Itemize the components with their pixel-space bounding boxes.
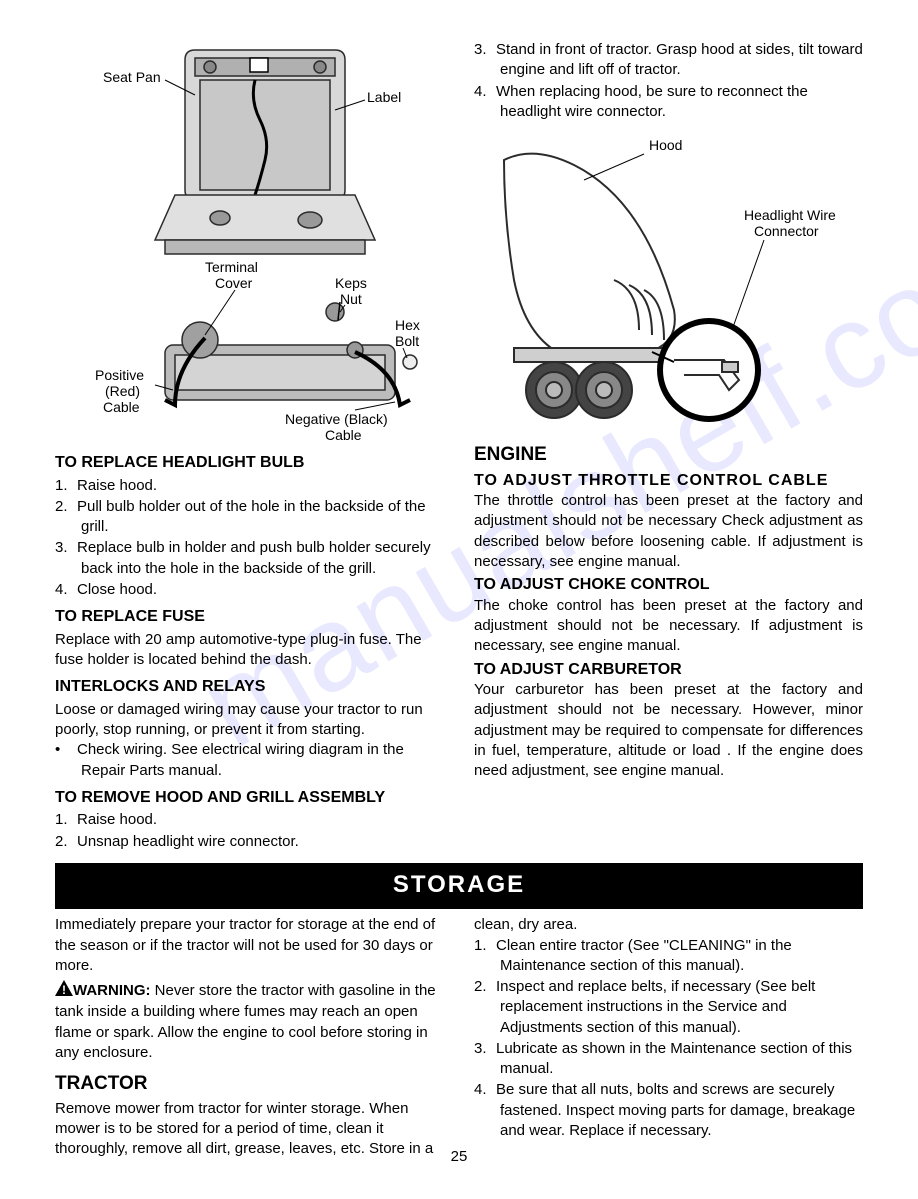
throttle-body: The throttle control has been preset at … [474,491,863,572]
interlocks-title: INTERLOCKS AND RELAYS [55,676,444,698]
storage-left-column: Immediately prepare your tractor for sto… [55,915,444,1159]
throttle-title: TO ADJUST THROTTLE CONTROL CABLE [474,470,863,492]
carburetor-title: TO ADJUST CARBURETOR [474,659,863,681]
warning-icon: ! [55,980,73,1002]
svg-text:Hood: Hood [649,137,682,153]
svg-text:Bolt: Bolt [395,333,419,349]
svg-text:Keps: Keps [335,275,367,291]
svg-text:Hex: Hex [395,317,420,333]
svg-text:(Red): (Red) [105,383,140,399]
svg-text:Nut: Nut [340,291,362,307]
svg-text:Headlight Wire: Headlight Wire [744,207,836,223]
svg-text:Cable: Cable [325,427,362,440]
svg-text:Label: Label [367,89,401,105]
storage-right-column: clean, dry area. 1.Clean entire tractor … [474,915,863,1159]
replace-fuse-title: TO REPLACE FUSE [55,606,444,628]
list-item: 3.Stand in front of tractor. Grasp hood … [474,40,863,81]
interlocks-body: Loose or damaged wiring may cause your t… [55,700,444,741]
list-item: 2.Pull bulb holder out of the hole in th… [55,497,444,538]
list-item: 1.Raise hood. [55,810,444,830]
seat-battery-diagram: Seat Pan Label Terminal Cover Keps Nut H… [55,40,444,440]
choke-title: TO ADJUST CHOKE CONTROL [474,574,863,596]
remove-hood-list: 1.Raise hood. 2.Unsnap headlight wire co… [55,810,444,852]
tractor-body: Remove mower from tractor for winter sto… [55,1099,444,1160]
list-item: 2.Inspect and replace belts, if necessar… [474,977,863,1038]
storage-intro: Immediately prepare your tractor for sto… [55,915,444,976]
carburetor-body: Your carburetor has been preset at the f… [474,680,863,781]
list-item: 3.Lubricate as shown in the Maintenance … [474,1039,863,1080]
svg-text:Negative (Black): Negative (Black) [285,411,388,427]
list-item: 1.Clean entire tractor (See "CLEANING" i… [474,936,863,977]
svg-text:Cover: Cover [215,275,253,291]
replace-headlight-list: 1.Raise hood. 2.Pull bulb holder out of … [55,476,444,601]
warning-prefix: WARNING: [73,982,151,999]
hood-diagram: Hood Headlight Wire Connector [474,130,863,430]
svg-text:Connector: Connector [754,223,819,239]
storage-header: STORAGE [55,863,863,909]
choke-body: The choke control has been preset at the… [474,596,863,657]
replace-fuse-body: Replace with 20 amp automotive-type plug… [55,630,444,671]
list-item: 1.Raise hood. [55,476,444,496]
svg-text:Cable: Cable [103,399,140,415]
interlocks-bullets: Check wiring. See electrical wiring diag… [55,740,444,781]
left-column: Seat Pan Label Terminal Cover Keps Nut H… [55,40,444,853]
list-item: 4.Close hood. [55,580,444,600]
storage-continued: clean, dry area. [474,915,863,935]
svg-text:!: ! [62,983,66,996]
list-item: 3.Replace bulb in holder and push bulb h… [55,538,444,579]
storage-steps: 1.Clean entire tractor (See "CLEANING" i… [474,936,863,1142]
list-item: 4.When replacing hood, be sure to reconn… [474,82,863,123]
svg-text:Seat Pan: Seat Pan [103,69,161,85]
storage-warning: ! WARNING: Never store the tractor with … [55,980,444,1063]
remove-hood-title: TO REMOVE HOOD AND GRILL ASSEMBLY [55,787,444,809]
list-item: Check wiring. See electrical wiring diag… [55,740,444,781]
replace-headlight-title: TO REPLACE HEADLIGHT BULB [55,452,444,474]
svg-text:Terminal: Terminal [205,259,258,275]
right-column: 3.Stand in front of tractor. Grasp hood … [474,40,863,853]
continued-list: 3.Stand in front of tractor. Grasp hood … [474,40,863,122]
svg-text:Positive: Positive [95,367,144,383]
tractor-title: TRACTOR [55,1071,444,1097]
list-item: 4.Be sure that all nuts, bolts and screw… [474,1080,863,1141]
engine-title: ENGINE [474,442,863,468]
list-item: 2.Unsnap headlight wire connector. [55,832,444,852]
